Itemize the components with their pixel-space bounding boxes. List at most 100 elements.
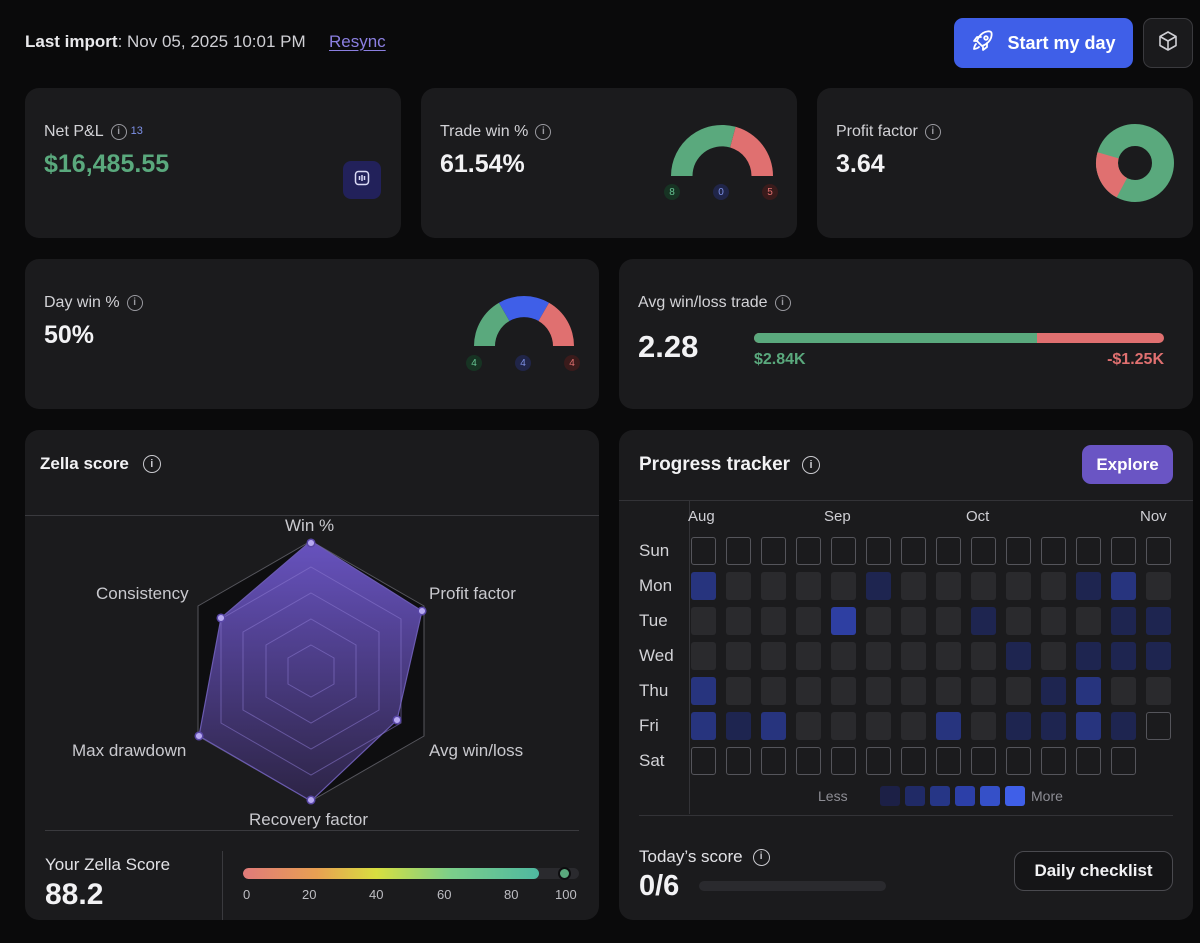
- divider: [619, 500, 1193, 501]
- legend-less-label: Less: [818, 788, 848, 804]
- heatmap-cell: [901, 712, 926, 740]
- profit-factor-value: 3.64: [836, 150, 885, 178]
- axis-label-win: Win %: [285, 516, 335, 535]
- heatmap-cell: [1146, 607, 1171, 635]
- month-label: Nov: [1140, 508, 1167, 525]
- heatmap-cell: [691, 712, 716, 740]
- axis-label-avg-win-loss: Avg win/loss: [429, 741, 524, 760]
- explore-button[interactable]: Explore: [1082, 445, 1173, 484]
- axis-label-profit-factor: Profit factor: [429, 584, 516, 603]
- info-icon[interactable]: i: [774, 295, 791, 311]
- zella-score-scale: 0 20 40 60 80 100: [243, 887, 579, 903]
- heatmap-cell: [761, 747, 786, 775]
- zella-radar-chart: [194, 538, 427, 805]
- heatmap-cell: [691, 607, 716, 635]
- divider: [639, 815, 1173, 816]
- info-icon[interactable]: i: [126, 295, 143, 311]
- heatmap-cell: [761, 642, 786, 670]
- heatmap-cell: [761, 712, 786, 740]
- heatmap-cell: [1041, 677, 1066, 705]
- heatmap-cell: [726, 712, 751, 740]
- heatmap-cell: [831, 747, 856, 775]
- heatmap-cell: [971, 712, 996, 740]
- avg-win-loss-label: Avg win/loss trade: [638, 294, 768, 311]
- axis-label-recovery-factor: Recovery factor: [249, 810, 369, 829]
- heatmap-cell: [1111, 572, 1136, 600]
- info-icon[interactable]: i: [142, 455, 161, 473]
- divider: [25, 515, 599, 516]
- heatmap-cell: [866, 607, 891, 635]
- heatmap-cell: [1041, 712, 1066, 740]
- month-label: Aug: [688, 508, 715, 525]
- divider: [222, 851, 223, 920]
- chart-toggle-button[interactable]: [343, 161, 381, 199]
- radar-point-max-drawdown: [194, 731, 204, 741]
- radar-point-recovery-factor: [306, 795, 316, 805]
- zella-score-title: Zella score: [40, 454, 129, 473]
- weekday-label: Tue: [639, 611, 668, 630]
- todays-score-label: Today’s score: [639, 847, 743, 866]
- heatmap-cell: [1076, 572, 1101, 600]
- heatmap-cell: [936, 607, 961, 635]
- day-breakeven-count: 4: [515, 355, 531, 371]
- start-my-day-label: Start my day: [1007, 32, 1116, 53]
- scale-tick: 0: [243, 887, 251, 902]
- heatmap-cell: [691, 747, 716, 775]
- heatmap-cell: [866, 642, 891, 670]
- heatmap-cell: [691, 572, 716, 600]
- cube-button[interactable]: [1143, 18, 1193, 68]
- heatmap-cell: [1111, 537, 1136, 565]
- heatmap-cell: [936, 677, 961, 705]
- heatmap-cell: [796, 537, 821, 565]
- radar-score-area: [198, 540, 423, 802]
- day-win-gauge: [474, 296, 574, 346]
- radar-point-profit-factor: [417, 606, 427, 616]
- heatmap-cell: [1146, 572, 1171, 600]
- heatmap-cell: [866, 677, 891, 705]
- heatmap-cell: [1041, 642, 1066, 670]
- heatmap-cell: [1076, 607, 1101, 635]
- info-icon[interactable]: i: [802, 456, 821, 474]
- avg-win-value: $2.84K: [754, 351, 806, 368]
- heatmap-cell: [831, 712, 856, 740]
- zella-score-marker: [558, 867, 572, 880]
- heatmap-cell: [1006, 712, 1031, 740]
- todays-score-bar: [699, 881, 886, 891]
- heatmap-cell: [971, 642, 996, 670]
- radar-point-win: [306, 538, 316, 548]
- profit-factor-donut: [1096, 124, 1174, 202]
- heatmap-cell: [831, 572, 856, 600]
- heatmap-cell: [1006, 747, 1031, 775]
- heatmap-cell: [796, 747, 821, 775]
- month-label: Oct: [966, 508, 990, 525]
- heatmap-cell: [831, 677, 856, 705]
- start-my-day-button[interactable]: Start my day: [954, 18, 1133, 68]
- info-icon[interactable]: i: [924, 124, 941, 140]
- heatmap-cell: [796, 712, 821, 740]
- trade-win-value: 61.54%: [440, 150, 525, 178]
- heatmap-cell: [1006, 677, 1031, 705]
- info-icon[interactable]: i: [535, 124, 552, 140]
- heatmap-cell: [726, 677, 751, 705]
- zella-score-card: Zella score i Win % Profit factor A: [25, 430, 599, 920]
- legend-swatch: [980, 786, 1000, 806]
- info-icon[interactable]: i: [752, 848, 770, 866]
- info-icon[interactable]: i: [110, 124, 127, 140]
- heatmap-cell: [831, 537, 856, 565]
- day-win-card: Day win % i 50% 4 4 4: [25, 259, 599, 409]
- resync-link[interactable]: Resync: [329, 32, 386, 51]
- net-pnl-label: Net P&L: [44, 123, 104, 140]
- radar-point-consistency: [216, 613, 226, 623]
- heatmap-cell: [901, 677, 926, 705]
- heatmap-cell: [1111, 712, 1136, 740]
- heatmap-cell: [726, 572, 751, 600]
- heatmap-cell: [1076, 642, 1101, 670]
- heatmap-cell: [796, 572, 821, 600]
- heatmap-cell: [1146, 537, 1171, 565]
- heatmap-cell: [691, 537, 716, 565]
- heatmap-cell: [726, 607, 751, 635]
- daily-checklist-button[interactable]: Daily checklist: [1014, 851, 1173, 891]
- heatmap-cell: [1041, 747, 1066, 775]
- todays-score-value: 0/6: [639, 870, 680, 902]
- heatmap-cell: [866, 572, 891, 600]
